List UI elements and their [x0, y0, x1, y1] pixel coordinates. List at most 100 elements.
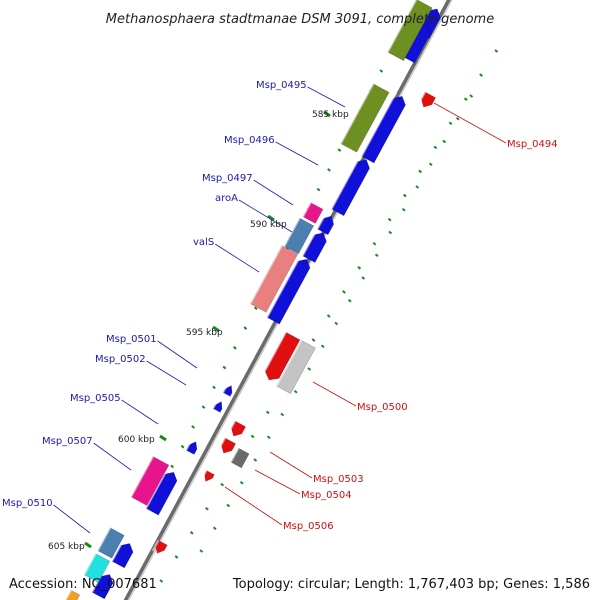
left-gene-label[interactable]: Msp_0496 — [224, 135, 275, 146]
tick — [403, 193, 407, 198]
feature-cog — [65, 589, 81, 600]
feature-reverse — [261, 331, 301, 381]
tick — [222, 365, 227, 370]
left-gene-label[interactable]: Msp_0510 — [2, 498, 53, 509]
tick — [212, 526, 217, 531]
feature-forward — [111, 539, 134, 569]
tick — [280, 412, 285, 417]
tick — [174, 555, 179, 559]
scale-labels: 585 kbp 590 kbp 595 kbp 600 kbp 605 kbp — [48, 110, 349, 552]
tick — [159, 579, 164, 583]
tick — [433, 145, 438, 150]
feature-forward — [222, 383, 233, 397]
left-gene-label[interactable]: Msp_0497 — [202, 173, 253, 184]
left-gene-label[interactable]: valS — [193, 237, 214, 248]
tick — [337, 148, 342, 152]
tick — [327, 168, 331, 172]
topology-text: Topology: circular; Length: 1,767,403 bp… — [232, 577, 590, 592]
left-gene-label[interactable]: Msp_0502 — [95, 354, 146, 365]
feature-forward — [185, 439, 198, 455]
leader-line — [312, 381, 357, 407]
tick — [191, 425, 195, 429]
gene-labels[interactable]: Msp_0495 Msp_0496 Msp_0497 aroA valS Msp_0501… — [2, 80, 558, 532]
tick — [442, 139, 447, 144]
feature-reverse — [417, 91, 437, 108]
tick — [226, 503, 231, 508]
tick — [243, 326, 248, 330]
tick — [212, 325, 220, 333]
tick — [239, 480, 244, 485]
leader-line — [433, 102, 507, 144]
feature-cog — [130, 456, 170, 506]
feature-forward — [212, 399, 223, 413]
tick — [361, 276, 366, 280]
feature-forward — [330, 155, 370, 217]
tick — [205, 506, 209, 511]
label-leader-lines — [53, 86, 507, 534]
feature-reverse — [217, 437, 237, 454]
tick — [293, 389, 298, 394]
feature-forward — [360, 92, 406, 164]
left-gene-label[interactable]: Msp_0501 — [106, 334, 157, 345]
right-gene-label[interactable]: Msp_0506 — [283, 521, 334, 532]
tick — [479, 73, 483, 77]
left-gene-label[interactable]: Msp_0507 — [42, 436, 93, 447]
feature-reverse — [151, 539, 168, 554]
feature-cog — [386, 0, 433, 62]
scale-label: 585 kbp — [312, 110, 349, 120]
tick — [463, 97, 468, 101]
tick — [220, 482, 225, 487]
tick — [253, 458, 258, 462]
leader-line — [254, 469, 301, 495]
tick — [323, 110, 331, 118]
tick — [307, 367, 312, 371]
scale-label: 600 kbp — [118, 435, 155, 445]
right-gene-label[interactable]: Msp_0500 — [357, 402, 408, 413]
tick — [418, 169, 422, 174]
left-gene-label[interactable]: Msp_0505 — [70, 393, 121, 404]
tick — [455, 116, 460, 121]
feature-cog — [283, 217, 315, 255]
leader-line — [53, 504, 91, 534]
feature-forward — [301, 229, 327, 263]
feature-cog — [275, 339, 316, 395]
tick — [387, 217, 392, 222]
left-gene-label[interactable]: aroA — [215, 193, 238, 204]
map-title: Methanosphaera stadtmanae DSM 3091, comp… — [106, 12, 494, 27]
tick — [316, 187, 321, 192]
leader-line — [275, 141, 319, 166]
tick — [326, 314, 331, 318]
leader-line — [224, 486, 283, 526]
tick — [212, 385, 216, 390]
tick — [159, 434, 167, 442]
tick — [267, 214, 275, 222]
leader-line — [307, 86, 346, 108]
scale-label: 605 kbp — [48, 542, 85, 552]
tick — [189, 531, 194, 535]
right-gene-label[interactable]: Msp_0503 — [313, 474, 364, 485]
right-gene-label[interactable]: Msp_0494 — [507, 139, 558, 150]
tick — [342, 290, 346, 294]
tick — [320, 344, 325, 349]
feature-cog — [339, 83, 390, 153]
left-gene-label[interactable]: Msp_0495 — [256, 80, 307, 91]
feature-forward — [145, 468, 178, 516]
feature-forward — [266, 255, 311, 325]
tick — [265, 410, 270, 415]
feature-cog — [249, 245, 299, 313]
right-gene-label[interactable]: Msp_0504 — [301, 490, 352, 501]
leader-line — [269, 451, 313, 479]
tick — [334, 321, 339, 326]
leader-line — [93, 442, 132, 471]
feature-track — [65, 0, 441, 600]
feature-cog — [96, 527, 125, 559]
accession-text: Accession: NC_007681 — [9, 577, 157, 592]
scale-label: 590 kbp — [250, 220, 287, 230]
tick — [494, 49, 499, 53]
tick — [199, 549, 204, 553]
tick — [84, 541, 92, 549]
tick — [379, 69, 384, 73]
tick — [448, 121, 453, 126]
tick — [428, 162, 433, 167]
